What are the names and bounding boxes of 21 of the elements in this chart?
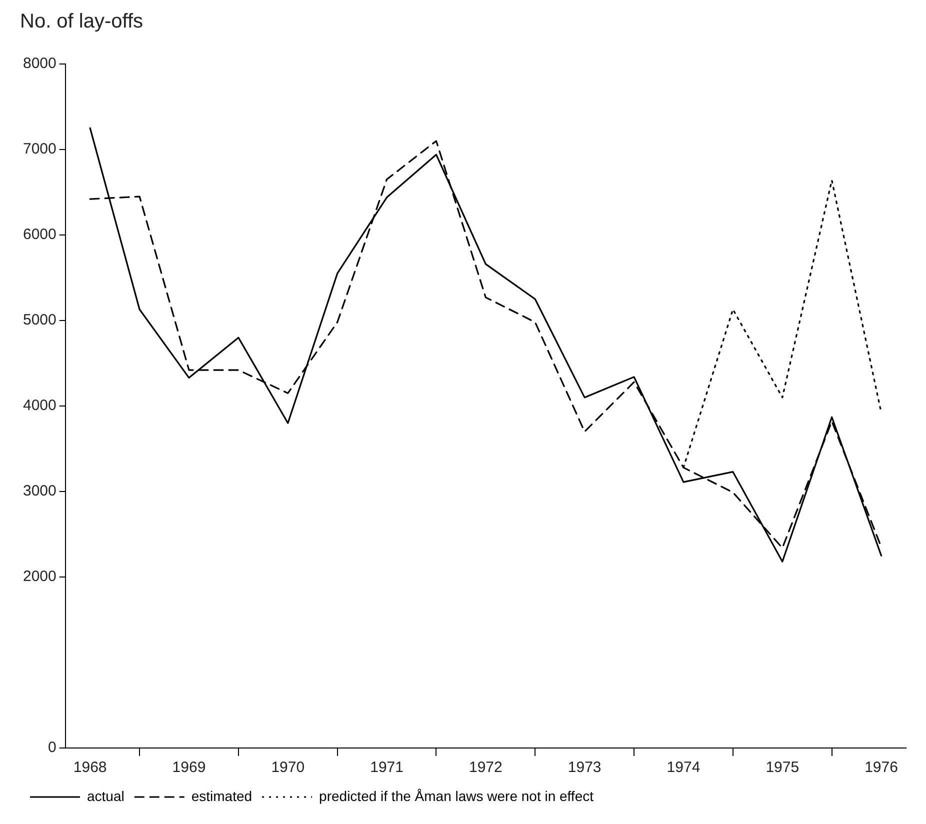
y-axis-title: No. of lay-offs bbox=[20, 10, 144, 33]
x-tick-label: 1971 bbox=[370, 759, 404, 776]
x-tick-label: 1974 bbox=[666, 759, 700, 776]
legend-label: estimated bbox=[191, 788, 252, 804]
y-tick-label: 4000 bbox=[22, 397, 56, 414]
legend-label: actual bbox=[87, 788, 124, 804]
x-tick-label: 1975 bbox=[766, 759, 800, 776]
y-tick-label: 6000 bbox=[22, 226, 56, 244]
x-tick-label: 1968 bbox=[73, 759, 107, 776]
y-tick-label: 7000 bbox=[22, 140, 56, 158]
legend-label: predicted if the Åman laws were not in effect bbox=[319, 788, 594, 804]
y-tick-label: 0 bbox=[48, 739, 56, 756]
y-tick-label: 8000 bbox=[22, 55, 56, 72]
x-tick-label: 1973 bbox=[568, 759, 602, 776]
y-tick-label: 2000 bbox=[22, 568, 56, 586]
y-tick-label: 5000 bbox=[22, 312, 56, 329]
x-tick-label: 1970 bbox=[271, 759, 305, 776]
x-tick-label: 1972 bbox=[468, 759, 502, 776]
x-tick-label: 1976 bbox=[864, 759, 898, 776]
y-tick-label: 3000 bbox=[22, 482, 56, 500]
x-tick-label: 1969 bbox=[172, 759, 206, 776]
